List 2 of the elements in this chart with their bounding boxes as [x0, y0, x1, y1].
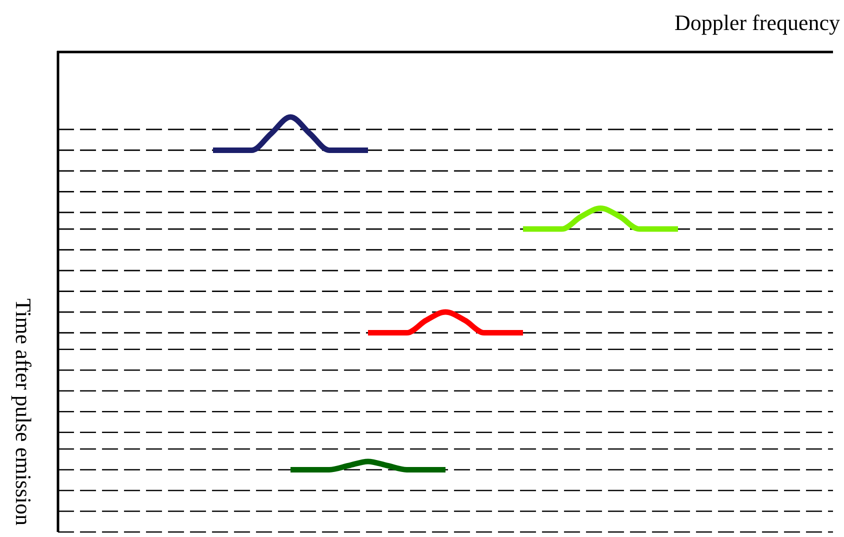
y-axis-title: Time after pulse emission	[11, 298, 36, 526]
x-axis-title: Doppler frequency	[674, 10, 840, 35]
